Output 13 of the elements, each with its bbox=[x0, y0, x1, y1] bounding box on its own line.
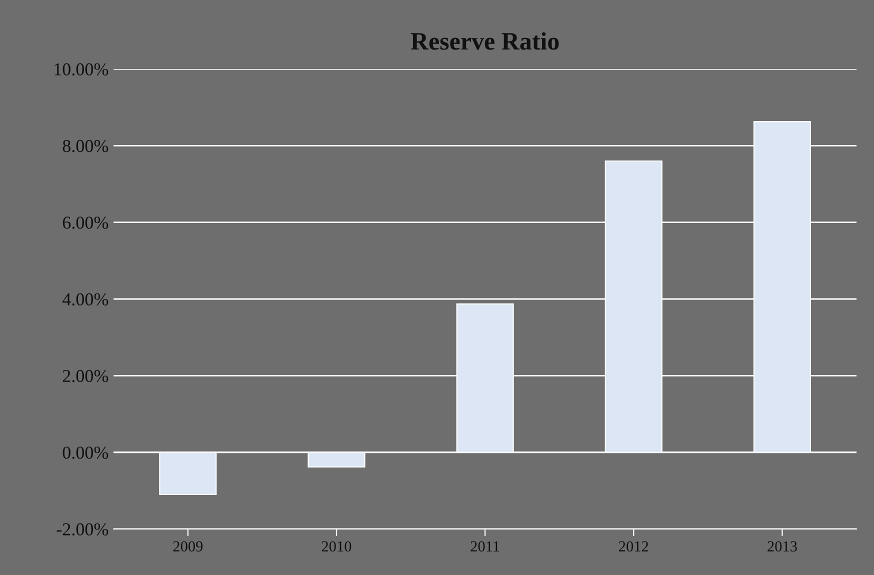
x-tick-label: 2011 bbox=[470, 541, 500, 552]
x-tick-label: 2013 bbox=[768, 541, 797, 552]
x-tick-label: 2009 bbox=[173, 541, 203, 552]
y-tick-label: 6.00% bbox=[62, 216, 108, 229]
y-tick-label: -2.00% bbox=[56, 523, 108, 536]
y-tick-label: 10.00% bbox=[54, 63, 108, 76]
x-tick-label: 2010 bbox=[322, 541, 352, 552]
y-tick-label: 2.00% bbox=[62, 370, 108, 382]
y-tick-label: 4.00% bbox=[62, 293, 108, 306]
y-tick-label: 0.00% bbox=[62, 446, 108, 459]
y-tick-label: 8.00% bbox=[62, 140, 108, 152]
chart-title: Reserve Ratio bbox=[410, 32, 559, 50]
x-tick-label: 2012 bbox=[619, 541, 648, 552]
